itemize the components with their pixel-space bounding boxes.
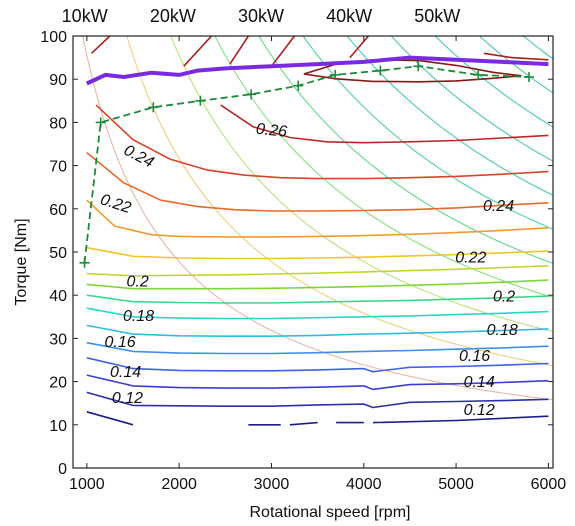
power-label: 20kW (150, 6, 196, 26)
efficiency-contour (86, 199, 549, 238)
y-tick-label: 20 (49, 375, 67, 392)
power-curve (302, 36, 553, 230)
efficiency-contour (86, 279, 549, 290)
efficiency-contour (86, 391, 549, 409)
contour-label: 0.14 (110, 364, 141, 381)
contour-label: 0.16 (105, 334, 136, 351)
efficiency-contour (220, 104, 549, 144)
optimal-path-marker (524, 72, 534, 83)
y-tick-label: 0 (58, 461, 67, 478)
axes: 1000 2000 3000 4000 5000 6000 0 10 20 30 40 50 60 70 8… (40, 29, 566, 493)
power-labels: 10kW 20kW 30kW 40kW 50kW (62, 6, 461, 26)
optimal-path-marker (473, 69, 484, 80)
efficiency-contours (86, 36, 549, 426)
y-axis-title: Torque [Nm] (13, 218, 30, 305)
power-curves (68, 0, 557, 401)
efficiency-contour (95, 104, 549, 180)
y-tick-label: 80 (49, 115, 67, 132)
contour-label: 0.18 (123, 308, 154, 325)
contour-label: 0.2 (493, 289, 515, 306)
contour-label: 0.24 (121, 142, 157, 172)
efficiency-contour (86, 357, 549, 373)
efficiency-contour (86, 151, 549, 212)
optimal-path-marker (148, 102, 159, 113)
contour-label: 0.16 (459, 348, 490, 365)
optimal-path-marker (79, 257, 90, 268)
optimal-path-marker (246, 89, 257, 100)
contour-label: 0.22 (455, 250, 486, 267)
efficiency-contour (86, 374, 549, 391)
y-tick-label: 100 (40, 29, 67, 46)
power-label: 30kW (238, 6, 284, 26)
efficiency-contour (349, 36, 370, 59)
x-axis-title: Rotational speed [rpm] (250, 504, 411, 521)
efficiency-contour (183, 36, 213, 67)
efficiency-contour (289, 421, 318, 426)
efficiency-contour (86, 341, 549, 355)
contour-label: 0.26 (255, 121, 288, 141)
contour-label: 0.18 (487, 322, 518, 339)
power-curve (214, 36, 553, 299)
efficiency-contour (229, 36, 250, 65)
optimal-path-marker (195, 95, 206, 106)
x-tick-label: 6000 (531, 476, 567, 493)
power-label: 50kW (414, 6, 460, 26)
x-tick-label: 2000 (161, 476, 197, 493)
contour-labels: 0.26 0.24 0.22 0.2 0.18 0.16 0.14 0.12 0.24 0.22 0… (98, 121, 518, 419)
x-tick-label: 3000 (254, 476, 290, 493)
efficiency-contour (483, 52, 549, 61)
max-torque-curve (85, 55, 549, 86)
power-curve (346, 36, 553, 196)
efficiency-contour (270, 36, 296, 67)
power-curve (82, 36, 553, 401)
max-torque-line (85, 55, 549, 86)
power-curve (170, 36, 553, 333)
contour-label: 0.22 (98, 191, 133, 217)
x-tick-label: 1000 (69, 476, 105, 493)
power-label: 40kW (326, 6, 372, 26)
optimal-path-marker (330, 69, 341, 80)
optimal-operating-path (79, 61, 534, 268)
y-tick-label: 10 (49, 418, 67, 435)
contour-label: 0.2 (126, 273, 148, 290)
y-tick-label: 30 (49, 331, 67, 348)
contour-label: 0.12 (112, 390, 143, 407)
optimal-path-marker (293, 80, 304, 91)
contour-label: 0.24 (483, 198, 514, 215)
efficiency-contour (90, 36, 111, 54)
y-tick-label: 40 (49, 288, 67, 305)
x-tick-label: 4000 (346, 476, 382, 493)
x-tick-label: 5000 (438, 476, 474, 493)
y-tick-label: 70 (49, 159, 67, 176)
contour-label: 0.12 (464, 402, 495, 419)
efficiency-contour (86, 411, 134, 426)
y-tick-label: 60 (49, 202, 67, 219)
power-curve (434, 36, 553, 128)
optimal-path-marker (413, 61, 424, 72)
power-curve (390, 36, 553, 162)
power-curve (258, 36, 553, 264)
efficiency-contour (86, 246, 549, 260)
optimal-path-marker (375, 65, 386, 76)
efficiency-contour (86, 324, 549, 338)
power-curve (68, 0, 557, 28)
y-tick-label: 50 (49, 245, 67, 262)
efficiency-contour (372, 415, 549, 424)
optimal-path-marker (95, 117, 106, 128)
efficiency-contour (86, 294, 549, 304)
power-label: 10kW (62, 6, 108, 26)
efficiency-contour (86, 307, 549, 320)
efficiency-contour (86, 265, 549, 277)
contour-label: 0.14 (464, 374, 495, 391)
y-tick-label: 90 (49, 72, 67, 89)
